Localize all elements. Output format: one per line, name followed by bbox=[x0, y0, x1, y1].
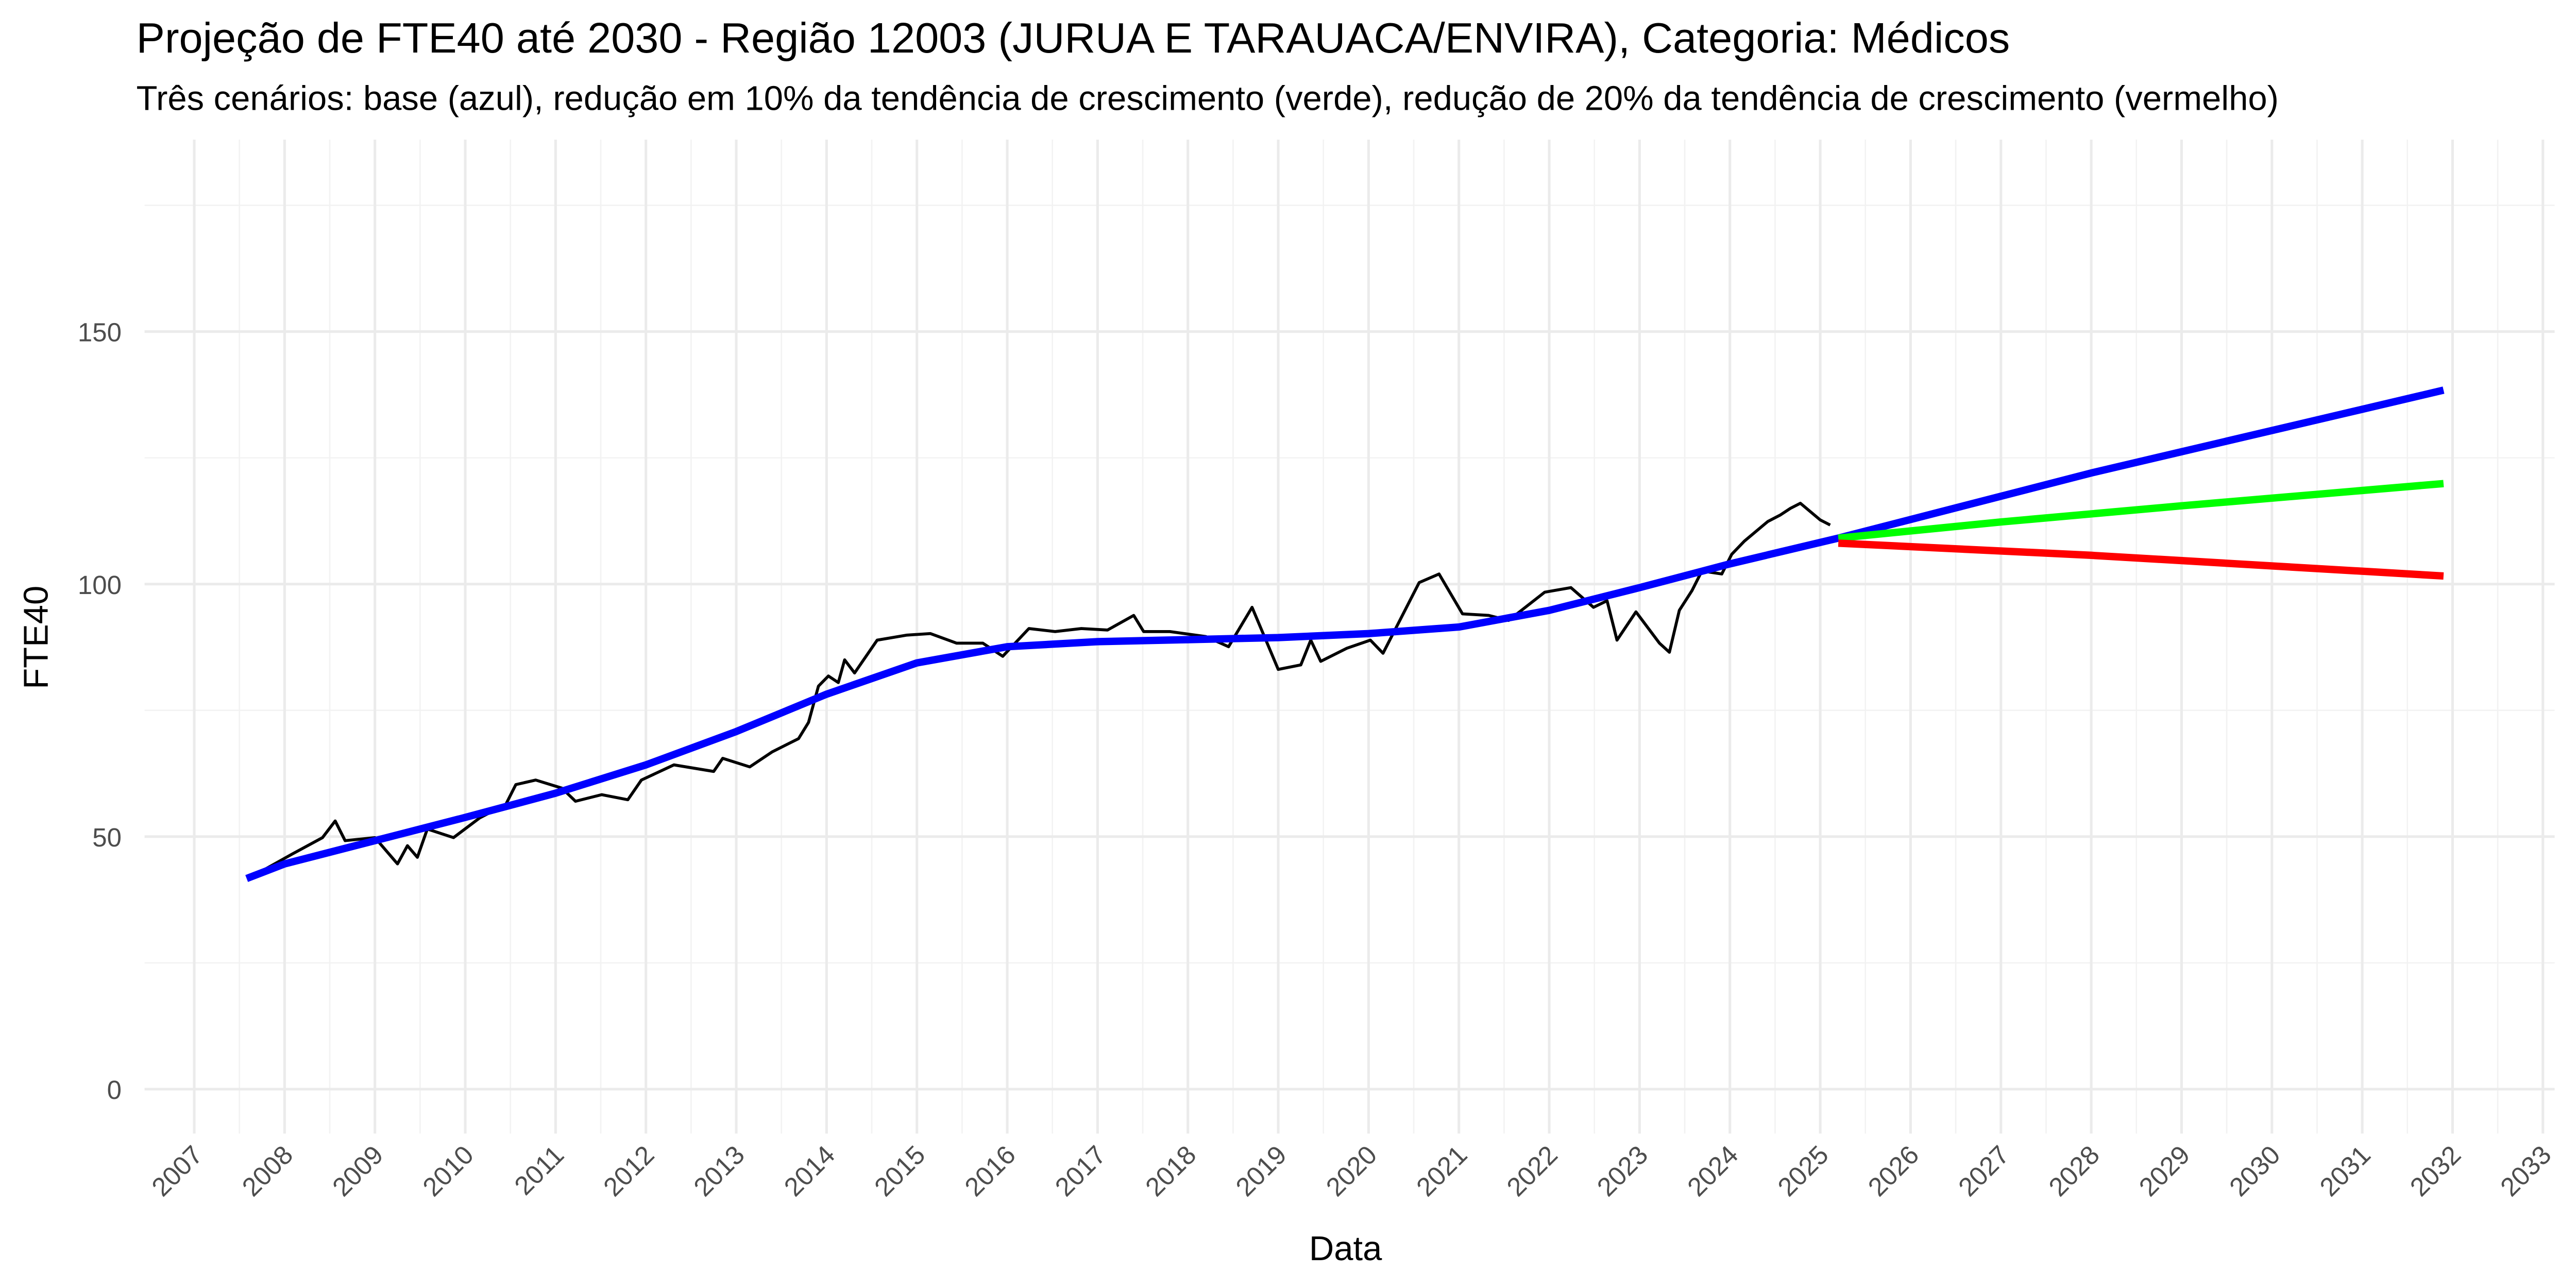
series-line bbox=[1838, 539, 2444, 580]
grid bbox=[144, 140, 2555, 1134]
x-tick-label: 2020 bbox=[1320, 1140, 1383, 1202]
x-tick-label: 2013 bbox=[688, 1140, 750, 1202]
series-line bbox=[245, 386, 2445, 882]
x-tick-label: 2014 bbox=[778, 1140, 841, 1202]
x-tick-label: 2030 bbox=[2224, 1140, 2286, 1202]
x-tick-label: 2015 bbox=[869, 1140, 931, 1202]
series-line bbox=[262, 501, 1831, 872]
x-tick-label: 2026 bbox=[1862, 1140, 1925, 1202]
x-tick-label: 2029 bbox=[2133, 1140, 2196, 1202]
y-tick-label: 150 bbox=[78, 318, 122, 347]
x-tick-label: 2017 bbox=[1049, 1140, 1112, 1202]
x-tick-label: 2016 bbox=[959, 1140, 1021, 1202]
x-axis-label: Data bbox=[1309, 1229, 1382, 1268]
x-tick-label: 2022 bbox=[1501, 1140, 1563, 1202]
x-tick-label: 2009 bbox=[327, 1140, 389, 1202]
x-tick-label: 2033 bbox=[2495, 1140, 2557, 1202]
y-tick-label: 50 bbox=[92, 823, 122, 852]
x-tick-label: 2010 bbox=[417, 1140, 479, 1202]
x-tick-label: 2032 bbox=[2404, 1140, 2467, 1202]
chart-title: Projeção de FTE40 até 2030 - Região 1200… bbox=[137, 14, 2010, 62]
x-tick-label: 2021 bbox=[1411, 1140, 1473, 1202]
x-tick-label: 2008 bbox=[236, 1140, 299, 1202]
x-tick-label: 2023 bbox=[1591, 1140, 1654, 1202]
x-tick-label: 2019 bbox=[1230, 1140, 1292, 1202]
x-tick-label: 2031 bbox=[2314, 1140, 2376, 1202]
x-tick-label: 2018 bbox=[1140, 1140, 1202, 1202]
x-tick-label: 2028 bbox=[2043, 1140, 2105, 1202]
x-tick-label: 2027 bbox=[1953, 1140, 2015, 1202]
y-tick-label: 100 bbox=[78, 570, 122, 600]
y-axis-label: FTE40 bbox=[16, 586, 55, 689]
series-line bbox=[1838, 480, 2444, 542]
chart-subtitle: Três cenários: base (azul), redução em 1… bbox=[137, 79, 2279, 118]
y-tick-label: 0 bbox=[107, 1075, 122, 1105]
x-tick-label: 2011 bbox=[509, 1140, 569, 1200]
x-tick-label: 2025 bbox=[1772, 1140, 1834, 1202]
x-tick-label: 2012 bbox=[598, 1140, 660, 1202]
x-tick-label: 2007 bbox=[146, 1140, 208, 1202]
x-tick-label: 2024 bbox=[1682, 1140, 1744, 1202]
